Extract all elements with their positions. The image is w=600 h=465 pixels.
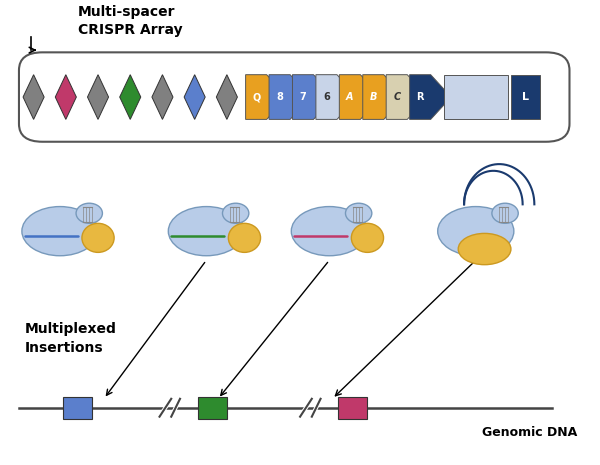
Ellipse shape [492, 203, 518, 223]
Polygon shape [386, 75, 428, 120]
Polygon shape [55, 75, 76, 120]
Ellipse shape [22, 206, 98, 256]
Polygon shape [152, 75, 173, 120]
Ellipse shape [169, 206, 244, 256]
FancyBboxPatch shape [338, 397, 367, 419]
Polygon shape [23, 75, 44, 120]
FancyBboxPatch shape [19, 53, 569, 142]
Polygon shape [363, 75, 404, 120]
Polygon shape [119, 75, 141, 120]
Polygon shape [340, 75, 381, 120]
Polygon shape [316, 75, 358, 120]
Polygon shape [292, 75, 334, 120]
FancyBboxPatch shape [443, 75, 508, 120]
FancyBboxPatch shape [197, 397, 227, 419]
Text: B: B [370, 92, 377, 102]
FancyBboxPatch shape [63, 397, 92, 419]
Text: Multiplexed
Insertions: Multiplexed Insertions [25, 322, 116, 355]
Text: A: A [346, 92, 353, 102]
Polygon shape [410, 75, 451, 120]
Ellipse shape [76, 203, 103, 223]
Polygon shape [217, 75, 238, 120]
Text: 8: 8 [276, 92, 283, 102]
Ellipse shape [229, 223, 260, 252]
Text: 6: 6 [323, 92, 330, 102]
Polygon shape [269, 75, 311, 120]
FancyBboxPatch shape [511, 75, 540, 120]
Ellipse shape [438, 206, 514, 256]
Text: R: R [416, 92, 424, 102]
Polygon shape [184, 75, 205, 120]
Ellipse shape [346, 203, 372, 223]
Text: Genomic DNA: Genomic DNA [482, 425, 577, 438]
Polygon shape [88, 75, 109, 120]
Polygon shape [245, 75, 287, 120]
Text: Q: Q [252, 92, 260, 102]
Text: 7: 7 [299, 92, 307, 102]
Ellipse shape [223, 203, 249, 223]
Ellipse shape [82, 223, 114, 252]
Text: C: C [393, 92, 400, 102]
Text: L: L [522, 92, 529, 102]
Text: Multi-spacer
CRISPR Array: Multi-spacer CRISPR Array [77, 6, 182, 37]
Ellipse shape [352, 223, 383, 252]
Ellipse shape [291, 206, 367, 256]
Ellipse shape [458, 233, 511, 265]
